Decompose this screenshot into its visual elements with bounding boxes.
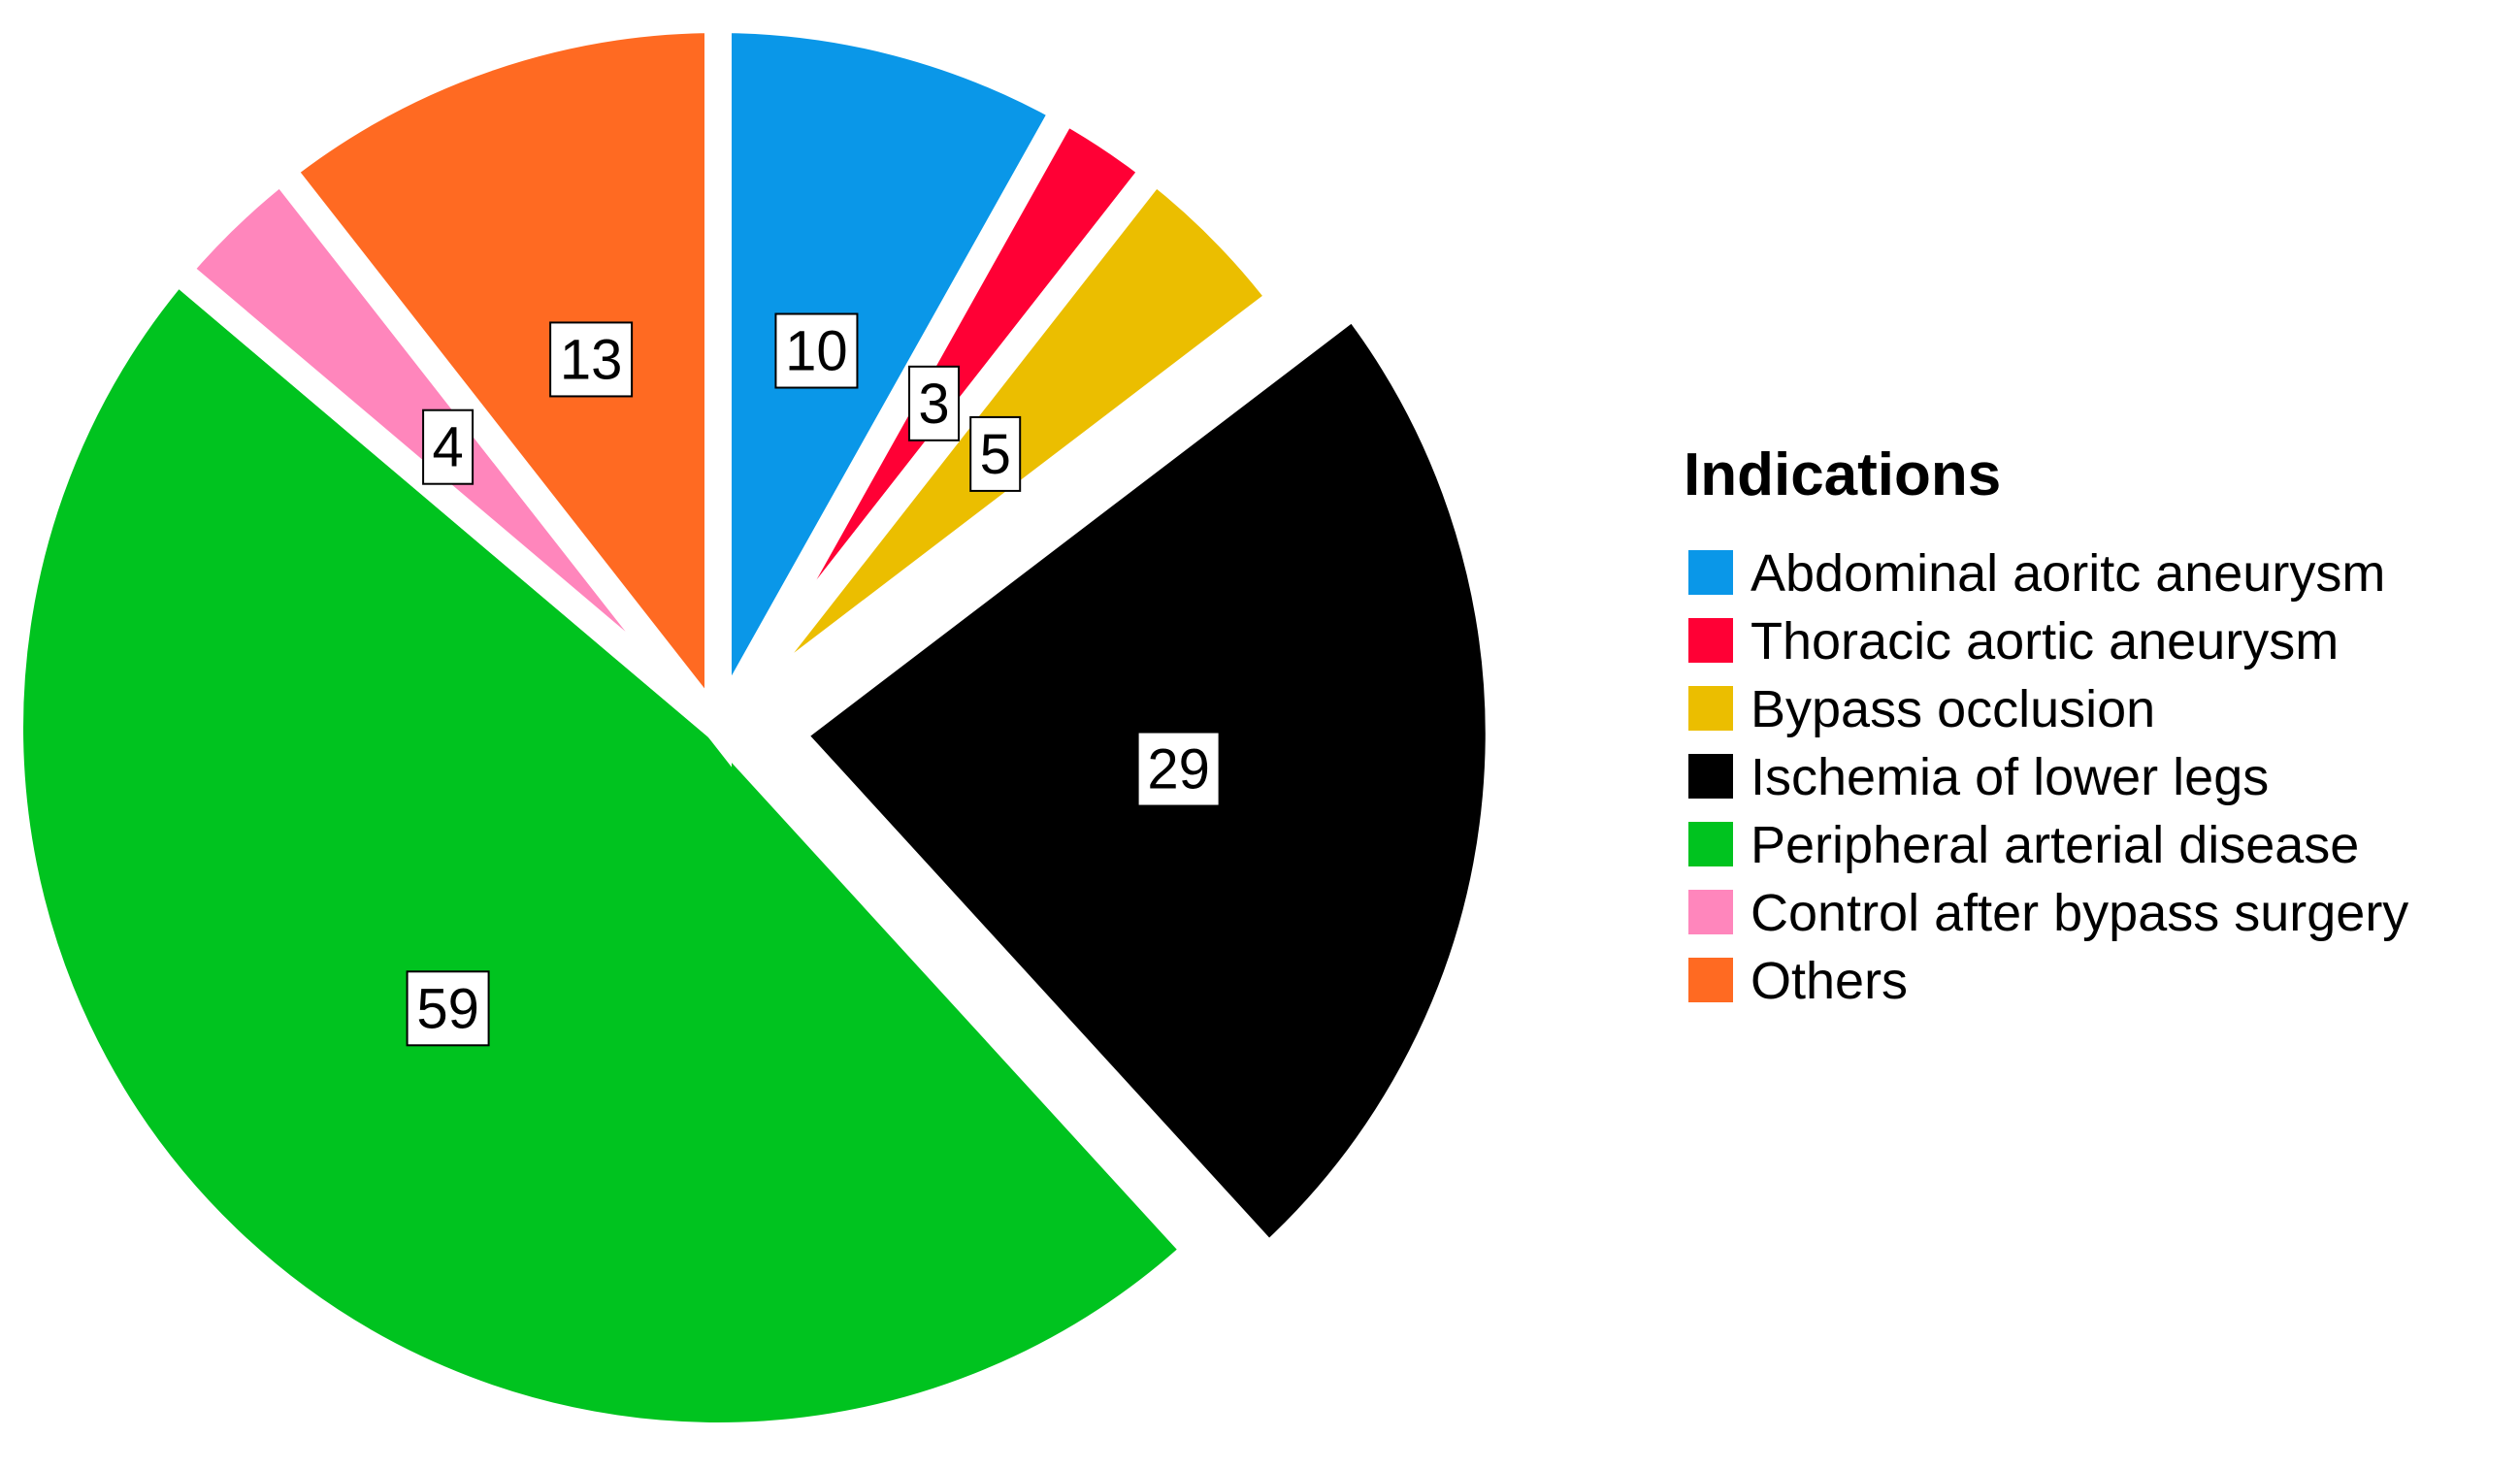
legend-item-4: Ischemia of lower legs (1688, 748, 2269, 806)
data-label-text: 59 (416, 977, 479, 1040)
legend-swatch (1688, 550, 1733, 595)
data-label-box (422, 408, 475, 485)
legend-swatch (1688, 618, 1733, 663)
legend-label: Abdominal aoritc aneurysm (1751, 544, 2385, 603)
data-label-text: 13 (560, 328, 623, 391)
pie-data-labels: 10 35 29 59 4 13 (406, 312, 1221, 1047)
legend-label: Others (1751, 952, 1908, 1010)
legend-item-7: Others (1688, 952, 1908, 1010)
data-label-text: 4 (432, 416, 463, 479)
legend-item-2: Thoracic aortic aneurysm (1688, 612, 2339, 670)
legend-item-5: Peripheral arterial disease (1688, 816, 2359, 874)
data-label-6: 4 (422, 408, 475, 485)
legend-title: Indications (1684, 441, 2001, 508)
data-label-box (406, 970, 490, 1047)
data-label-1: 10 (774, 312, 859, 389)
data-label-text: 5 (980, 423, 1011, 486)
legend-swatch (1688, 754, 1733, 799)
data-label-5: 59 (406, 970, 490, 1047)
legend-label: Bypass occlusion (1751, 680, 2155, 738)
legend-swatch (1688, 686, 1733, 731)
legend-item-1: Abdominal aoritc aneurysm (1688, 544, 2385, 603)
data-label-text: 3 (918, 373, 949, 436)
legend-items: Abdominal aoritc aneurysm Thoracic aortic… (1688, 544, 2408, 1010)
data-label-box (549, 321, 634, 398)
legend-label: Thoracic aortic aneurysm (1751, 612, 2339, 670)
data-label-box (908, 365, 961, 441)
legend-swatch (1688, 822, 1733, 866)
legend-item-6: Control after bypass surgery (1688, 884, 2408, 942)
legend-swatch (1688, 958, 1733, 1002)
data-label-4: 29 (1136, 731, 1221, 807)
legend: Indications Abdominal aoritc aneurysm Tho… (1684, 441, 2408, 1010)
legend-swatch (1688, 890, 1733, 934)
data-label-2: 3 (908, 365, 961, 441)
pie-slice-7 (262, 5, 732, 768)
legend-label: Control after bypass surgery (1751, 884, 2408, 942)
pie-slice-5 (0, 250, 1216, 1451)
data-label-box (1136, 731, 1221, 807)
data-label-7: 13 (549, 321, 634, 398)
data-label-box (969, 415, 1022, 492)
data-label-box (774, 312, 859, 389)
data-label-text: 10 (785, 320, 848, 383)
pie-slices (0, 5, 1513, 1451)
legend-label: Ischemia of lower legs (1751, 748, 2269, 806)
data-label-text: 29 (1147, 738, 1210, 801)
data-label-3: 5 (969, 415, 1022, 492)
legend-label: Peripheral arterial disease (1751, 816, 2359, 874)
legend-item-3: Bypass occlusion (1688, 680, 2155, 738)
